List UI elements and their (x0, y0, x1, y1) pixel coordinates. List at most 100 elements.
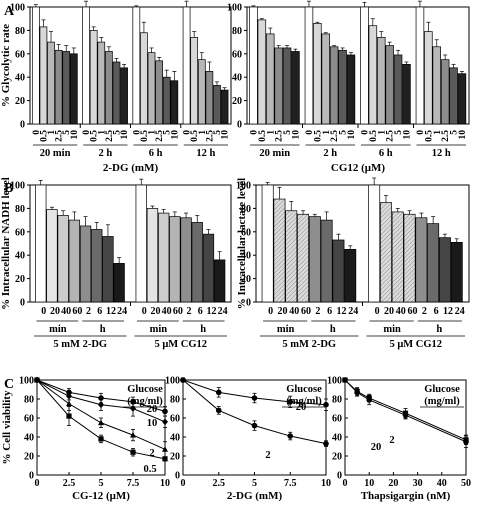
bar (202, 233, 215, 303)
category-label: 6 (327, 306, 332, 317)
series-label: 20 (371, 442, 382, 453)
category-label: 0 (360, 130, 370, 135)
category-label: 20 (277, 306, 287, 317)
bar (273, 198, 286, 303)
category-label: 0 (375, 306, 380, 317)
y-tick-label: 80 (241, 204, 251, 215)
bar (147, 52, 156, 125)
y-axis-label: % Intracellular lactate level (236, 178, 248, 309)
category-label: 6 (434, 306, 439, 317)
bar (402, 63, 411, 125)
point (130, 405, 136, 412)
point (366, 395, 372, 401)
group-label: 6 h (379, 148, 393, 159)
category-label: 10 (120, 130, 130, 140)
y-tick-label: 100 (236, 181, 251, 192)
group-label: 6 h (149, 148, 163, 159)
bar (35, 184, 47, 303)
category-label: 0.5 (140, 130, 150, 142)
bar (377, 37, 386, 125)
point (98, 436, 104, 442)
point (98, 395, 104, 401)
series-label: 2 (265, 450, 270, 461)
point (162, 418, 168, 426)
bar (155, 60, 163, 125)
bar (46, 209, 58, 303)
y-tick-label: 40 (332, 433, 342, 444)
category-label: 5 (394, 130, 404, 135)
y-tick-label: 60 (15, 49, 25, 60)
group-label: 20 min (40, 148, 71, 159)
category-label: 1 (47, 130, 57, 135)
category-label: 10 (402, 130, 412, 140)
x-tick-label: 30 (413, 478, 423, 489)
y-tick-label: 20 (15, 96, 25, 107)
point (342, 377, 348, 383)
category-label: 0 (41, 306, 46, 317)
category-label: 2 (187, 306, 192, 317)
bar (169, 216, 181, 303)
bar (31, 6, 40, 125)
category-label: 0.5 (313, 130, 323, 142)
bar (360, 6, 369, 125)
group-label: 20 min (259, 148, 290, 159)
category-label: 0 (32, 130, 42, 135)
bar (391, 211, 404, 303)
bar (380, 202, 392, 303)
y-tick-label: 100 (19, 376, 34, 387)
category-label: 5 (450, 130, 460, 135)
category-label: 2.5 (105, 130, 115, 142)
bar (146, 208, 159, 303)
y-tick-label: 20 (232, 96, 242, 107)
bar (170, 80, 179, 125)
x-axis-label: 2-DG (mM) (227, 490, 283, 502)
point (34, 377, 40, 383)
bar (54, 49, 63, 125)
bar (91, 229, 103, 303)
y-tick-label: 20 (332, 452, 342, 463)
category-label: 2 (315, 306, 320, 317)
plot-frame (344, 379, 467, 476)
legend-title: Glucose (286, 384, 322, 395)
point (323, 401, 329, 408)
bar (120, 67, 128, 125)
category-label: 5 (339, 130, 349, 135)
category-label: 1 (377, 130, 387, 135)
y-tick-label: 0 (237, 120, 242, 131)
bar (57, 215, 69, 303)
series-label: 2 (149, 448, 154, 459)
y-axis-label: % Cell viability (1, 390, 13, 464)
group-label: 5 μM CG12 (154, 339, 207, 350)
category-label: 40 (162, 306, 172, 317)
bar (62, 51, 71, 125)
category-label: 40 (289, 306, 299, 317)
unit-label: min (49, 324, 67, 335)
category-label: 12 (336, 306, 346, 317)
bar (403, 213, 416, 303)
category-label: 0.5 (424, 130, 434, 142)
y-tick-label: 100 (10, 181, 25, 192)
bar (338, 49, 347, 125)
bar (321, 33, 331, 125)
y-tick-label: 40 (24, 433, 34, 444)
unit-label: h (330, 324, 336, 335)
x-tick-label: 20 (388, 478, 398, 489)
y-tick-label: 60 (15, 227, 25, 238)
category-label: 0 (132, 130, 142, 135)
x-tick-label: 50 (461, 478, 471, 489)
category-label: 0 (142, 306, 147, 317)
bar (457, 73, 467, 125)
category-label: 40 (396, 306, 406, 317)
category-label: 24 (348, 306, 358, 317)
legend-title: Glucose (424, 384, 460, 395)
category-label: 12 (106, 306, 116, 317)
category-label: 2 (86, 306, 91, 317)
y-tick-label: 20 (15, 274, 25, 285)
point (287, 433, 294, 439)
bar (69, 53, 78, 125)
bar (285, 210, 298, 303)
bar (102, 236, 114, 303)
category-label: 60 (301, 306, 311, 317)
y-tick-label: 0 (20, 120, 25, 131)
category-label: 5 (213, 130, 223, 135)
